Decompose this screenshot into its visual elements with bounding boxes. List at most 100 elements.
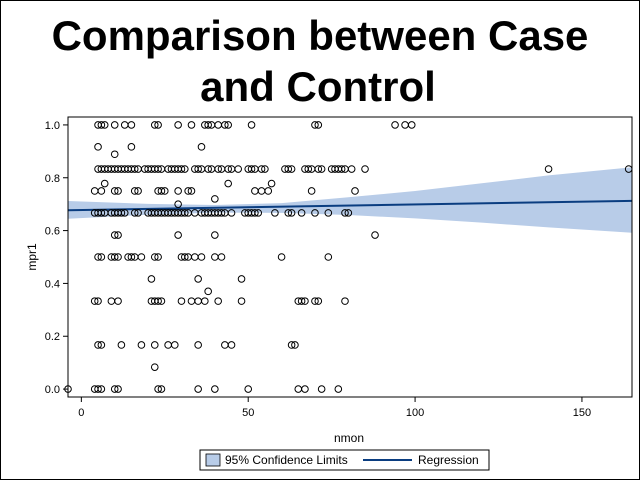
regression-line-layer <box>67 199 633 212</box>
data-point <box>291 341 299 349</box>
data-point <box>304 165 313 173</box>
data-point <box>150 121 159 129</box>
data-point <box>201 297 209 305</box>
data-point <box>311 297 319 305</box>
data-point <box>297 209 306 217</box>
data-point <box>257 165 266 173</box>
data-point <box>130 165 139 173</box>
data-point <box>94 253 102 261</box>
data-point <box>114 297 122 305</box>
data-point <box>174 121 182 129</box>
data-point <box>154 253 162 261</box>
data-point <box>114 187 122 195</box>
data-point <box>214 165 222 173</box>
data-point <box>204 287 212 296</box>
data-point <box>214 297 222 305</box>
data-point <box>110 187 119 195</box>
data-point <box>160 187 169 195</box>
data-point <box>114 231 122 239</box>
data-point <box>97 341 106 349</box>
y-tick-label: 0.8 <box>45 173 60 185</box>
data-point <box>174 187 182 195</box>
data-point <box>94 143 102 151</box>
data-point <box>130 209 139 217</box>
legend-band-swatch <box>205 453 221 467</box>
data-point <box>237 275 246 283</box>
chart-title-line-2: and Control <box>200 63 436 110</box>
data-point <box>137 253 146 261</box>
data-point <box>127 253 136 261</box>
data-point <box>301 297 309 305</box>
data-point <box>334 385 343 393</box>
data-point <box>137 341 146 349</box>
data-point <box>157 385 166 393</box>
data-point <box>127 143 136 151</box>
data-point <box>154 297 162 305</box>
data-points-layer <box>64 121 633 393</box>
data-point <box>224 179 232 188</box>
data-point <box>314 297 323 305</box>
data-point <box>194 385 202 393</box>
data-point <box>194 341 202 349</box>
y-tick-label: 0.0 <box>45 384 60 396</box>
data-point <box>177 297 186 305</box>
data-point <box>187 187 196 195</box>
data-point <box>120 209 129 217</box>
data-point <box>284 209 293 217</box>
data-point <box>181 209 189 217</box>
data-point <box>341 297 349 305</box>
data-point <box>134 209 142 217</box>
data-point <box>194 165 202 173</box>
data-point <box>264 187 273 195</box>
data-point <box>134 187 142 195</box>
data-point <box>177 165 186 173</box>
data-point <box>127 121 136 129</box>
confidence-band <box>68 167 632 233</box>
y-axis: 0.0 0.2 0.4 0.6 0.8 1.0 <box>45 120 68 396</box>
data-point <box>184 187 192 195</box>
data-point <box>237 297 246 305</box>
data-point <box>147 275 156 283</box>
data-point <box>110 121 119 129</box>
data-point <box>117 209 126 217</box>
data-point <box>391 121 399 129</box>
data-point <box>287 209 296 217</box>
data-point <box>324 209 333 217</box>
data-point <box>110 385 119 393</box>
data-point <box>157 187 166 195</box>
data-point <box>297 297 306 305</box>
x-tick-label: 100 <box>406 407 424 419</box>
data-point <box>314 121 323 129</box>
data-point <box>344 209 353 217</box>
data-point <box>407 121 416 129</box>
data-point <box>234 165 243 173</box>
legend-frame <box>199 449 490 471</box>
data-point <box>317 165 326 173</box>
confidence-band-layer <box>68 167 632 233</box>
data-point <box>154 165 162 173</box>
data-point <box>251 209 259 217</box>
data-point <box>97 187 106 195</box>
data-point <box>341 209 349 217</box>
data-point <box>174 200 182 208</box>
data-point <box>217 209 226 217</box>
data-point <box>97 209 106 217</box>
data-point <box>307 187 316 195</box>
y-tick-label: 0.6 <box>45 226 60 238</box>
data-point <box>130 187 139 195</box>
data-point <box>194 275 202 283</box>
data-point <box>284 165 293 173</box>
plot-frame <box>67 116 633 398</box>
data-point <box>287 165 296 173</box>
data-point <box>544 165 553 173</box>
data-point <box>114 385 122 393</box>
data-point <box>174 231 182 239</box>
data-point <box>154 121 162 129</box>
y-axis-label: mpr1 <box>25 243 39 271</box>
data-point <box>204 165 212 173</box>
data-point <box>114 253 122 261</box>
regression-line <box>67 199 633 212</box>
data-point <box>211 385 219 393</box>
data-point <box>97 121 106 129</box>
